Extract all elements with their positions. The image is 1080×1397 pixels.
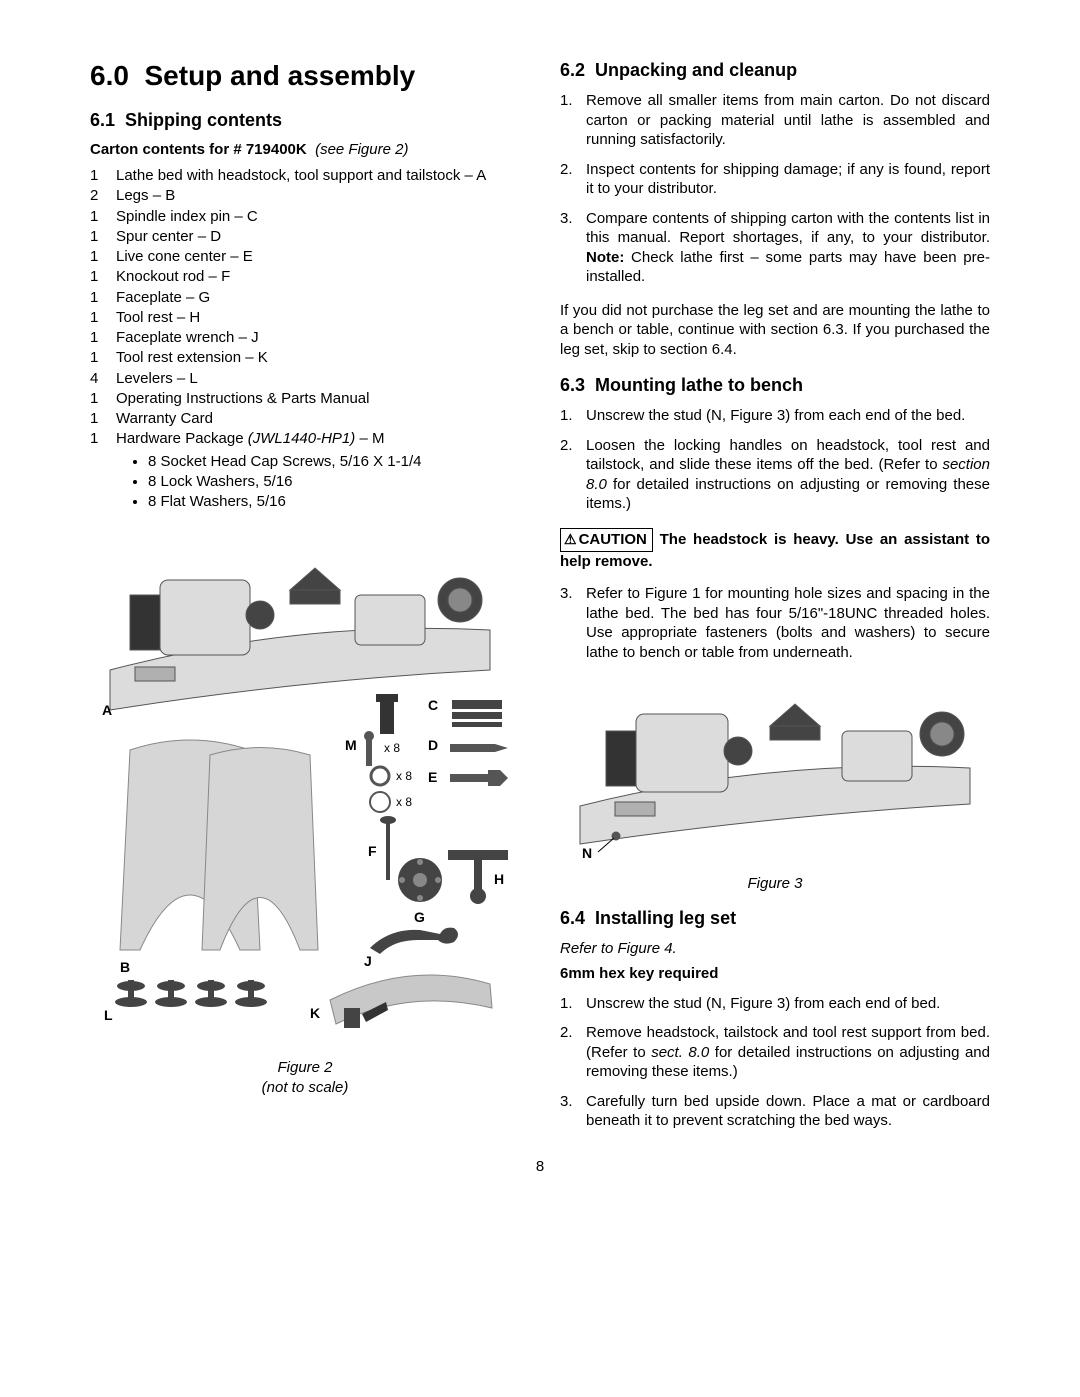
svg-text:x 8: x 8 [396,769,412,783]
list-item: 8 Lock Washers, 5/16 [148,472,520,492]
list-item: 1.Remove all smaller items from main car… [560,91,990,150]
list-item: 1Knockout rod – F [90,267,520,287]
list-item: 1Spindle index pin – C [90,207,520,227]
list-item: 1Hardware Package (JWL1440-HP1) – M [90,429,520,449]
list-item: 3.Carefully turn bed upside down. Place … [560,1092,990,1131]
svg-text:J: J [364,953,372,969]
hardware-sublist: 8 Socket Head Cap Screws, 5/16 X 1-1/48 … [90,452,520,513]
figure-3-illustration: N [560,676,990,866]
unpacking-steps: 1.Remove all smaller items from main car… [560,91,990,287]
svg-text:A: A [102,702,112,718]
list-item: 1Tool rest extension – K [90,348,520,368]
left-column: 6.0 Setup and assembly 6.1 Shipping cont… [90,60,520,1145]
list-item: 2.Remove headstock, tailstock and tool r… [560,1023,990,1082]
figure-2-illustration: A C M x 8 x 8 x 8 [90,540,520,1050]
subsection-heading-6-2: 6.2 Unpacking and cleanup [560,60,990,81]
svg-text:E: E [428,769,437,785]
list-item: 4Levelers – L [90,369,520,389]
figure-3: N Figure 3 [560,676,990,894]
list-item: 8 Flat Washers, 5/16 [148,492,520,512]
right-column: 6.2 Unpacking and cleanup 1.Remove all s… [560,60,990,1145]
list-item: 1.Unscrew the stud (N, Figure 3) from ea… [560,406,990,426]
list-item: 3.Compare contents of shipping carton wi… [560,209,990,287]
svg-text:M: M [345,737,357,753]
sec62-paragraph: If you did not purchase the leg set and … [560,301,990,360]
svg-text:C: C [428,697,438,713]
svg-text:K: K [310,1005,320,1021]
svg-text:F: F [368,843,377,859]
leg-set-steps: 1.Unscrew the stud (N, Figure 3) from ea… [560,994,990,1131]
svg-text:x 8: x 8 [384,741,400,755]
svg-text:x 8: x 8 [396,795,412,809]
figure-3-caption: Figure 3 [560,874,990,894]
manual-page: 6.0 Setup and assembly 6.1 Shipping cont… [0,0,1080,1195]
svg-text:H: H [494,871,504,887]
list-item: 3.Refer to Figure 1 for mounting hole si… [560,584,990,662]
caution-notice: ⚠CAUTION The headstock is heavy. Use an … [560,528,990,573]
subsection-heading-6-3: 6.3 Mounting lathe to bench [560,375,990,396]
carton-contents-line: Carton contents for # 719400K (see Figur… [90,141,520,158]
list-item: 1.Unscrew the stud (N, Figure 3) from ea… [560,994,990,1014]
hex-key-required: 6mm hex key required [560,964,990,984]
section-heading-6: 6.0 Setup and assembly [90,60,520,92]
list-item: 8 Socket Head Cap Screws, 5/16 X 1-1/4 [148,452,520,472]
svg-text:B: B [120,959,130,975]
caution-badge: ⚠CAUTION [560,528,653,552]
list-item: 2.Inspect contents for shipping damage; … [560,160,990,199]
list-item: 1Lathe bed with headstock, tool support … [90,166,520,186]
svg-text:G: G [414,909,425,925]
subsection-heading-6-4: 6.4 Installing leg set [560,908,990,929]
list-item: 2Legs – B [90,186,520,206]
mounting-steps-1-2: 1.Unscrew the stud (N, Figure 3) from ea… [560,406,990,514]
subsection-heading-6-1: 6.1 Shipping contents [90,110,520,131]
figure-2: A C M x 8 x 8 x 8 [90,540,520,1097]
page-number: 8 [0,1158,1080,1175]
two-column-layout: 6.0 Setup and assembly 6.1 Shipping cont… [90,60,990,1145]
list-item: 1Operating Instructions & Parts Manual [90,389,520,409]
list-item: 1Faceplate – G [90,288,520,308]
refer-figure-4: Refer to Figure 4. [560,939,990,959]
list-item: 1Faceplate wrench – J [90,328,520,348]
list-item: 1Live cone center – E [90,247,520,267]
list-item: 2.Loosen the locking handles on headstoc… [560,436,990,514]
list-item: 1Tool rest – H [90,308,520,328]
list-item: 1Warranty Card [90,409,520,429]
svg-text:N: N [582,845,592,861]
mounting-steps-3: 3.Refer to Figure 1 for mounting hole si… [560,584,990,662]
shipping-contents-list: 1Lathe bed with headstock, tool support … [90,166,520,512]
list-item: 1Spur center – D [90,227,520,247]
svg-text:L: L [104,1007,113,1023]
warning-icon: ⚠ [564,531,577,547]
svg-text:D: D [428,737,438,753]
figure-2-caption: Figure 2 (not to scale) [90,1058,520,1097]
